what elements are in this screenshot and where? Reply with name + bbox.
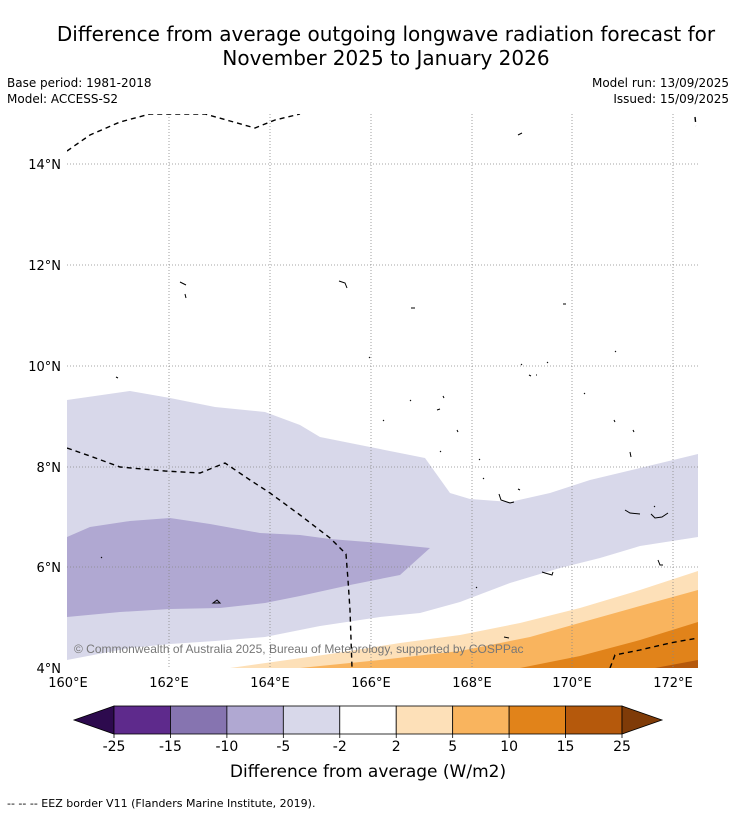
- colorbar-segment: [170, 705, 228, 735]
- islands: [100, 132, 669, 639]
- colorbar: -25 -15 -10 -5 -2 2 5 10 15 25: [72, 705, 664, 755]
- colorbar-tick-label: -2: [333, 739, 347, 755]
- model-text: Model: ACCESS-S2: [7, 92, 119, 106]
- lon-label: 168°E: [452, 676, 492, 691]
- island-atoll: [614, 350, 617, 353]
- island-atoll: [179, 281, 187, 299]
- island-atoll: [583, 392, 635, 458]
- contour-band-5-10: [300, 590, 698, 668]
- lon-label: 172°E: [653, 676, 693, 691]
- eez-border-east-tick: [694, 116, 697, 127]
- island-atoll: [653, 505, 656, 508]
- island-atoll: [478, 458, 485, 480]
- colorbar-extend-low: [72, 705, 115, 735]
- meta-left: Base period: 1981-2018 Model: ACCESS-S2: [7, 75, 152, 107]
- eez-border-west: [67, 447, 353, 668]
- island-atoll: [409, 395, 445, 411]
- island-atoll: [520, 361, 549, 377]
- map-title: Difference from average outgoing longwav…: [0, 22, 736, 70]
- island-atoll: [541, 571, 554, 576]
- contour-band-minus10-minus5: [67, 518, 430, 617]
- colorbar-segment: [282, 705, 341, 735]
- title-line-1: Difference from average outgoing longwav…: [56, 22, 716, 46]
- island-atoll: [368, 356, 371, 359]
- island-atoll: [503, 636, 510, 639]
- eez-borders: [67, 114, 698, 668]
- eez-border-north: [67, 114, 301, 152]
- lat-label: 12°N: [28, 259, 61, 274]
- contour-band-10-15: [520, 622, 698, 668]
- colorbar-extend-high: [621, 705, 664, 735]
- island-atoll: [115, 376, 119, 379]
- lon-label: 170°E: [552, 676, 592, 691]
- island-atoll: [517, 132, 523, 136]
- colorbar-segment: [508, 705, 566, 735]
- model-run-text: Model run: 13/09/2025: [591, 76, 729, 90]
- lat-label: 10°N: [28, 360, 61, 375]
- map-plot-area: © Commonwealth of Australia 2025, Bureau…: [67, 114, 698, 668]
- longitude-labels: 160°E 162°E 164°E 166°E 168°E 170°E 172°…: [48, 676, 693, 691]
- meta-right: Model run: 13/09/2025 Issued: 15/09/2025: [592, 75, 729, 107]
- contour-band-15-25: [655, 660, 698, 668]
- eez-border-southeast: [609, 637, 698, 668]
- colorbar-tick-label: 15: [557, 739, 575, 755]
- colorbar-tick-label: 5: [448, 739, 457, 755]
- colorbar-tick-label: -25: [103, 739, 126, 755]
- lon-label: 164°E: [250, 676, 290, 691]
- lat-label: 8°N: [37, 461, 62, 476]
- gridlines: [67, 114, 698, 668]
- lon-label: 162°E: [149, 676, 189, 691]
- island-atoll: [657, 559, 663, 566]
- island-atoll: [498, 488, 521, 504]
- colorbar-tick-label: -10: [215, 739, 238, 755]
- colorbar-tick-label: 10: [500, 739, 518, 755]
- island-atoll: [338, 280, 348, 289]
- lat-label: 4°N: [37, 662, 62, 677]
- lon-label: 160°E: [48, 676, 88, 691]
- colorbar-tick-label: -15: [159, 739, 182, 755]
- colorbar-segment: [226, 705, 284, 735]
- lon-label: 166°E: [351, 676, 391, 691]
- colorbar-segment: [395, 705, 454, 735]
- base-period-text: Base period: 1981-2018: [7, 76, 152, 90]
- island-atoll: [382, 419, 459, 453]
- title-line-2: November 2025 to January 2026: [222, 46, 550, 70]
- eez-legend-footnote: -- -- -- EEZ border V11 (Flanders Marine…: [7, 797, 316, 810]
- island-atoll: [475, 586, 478, 589]
- island-atoll: [624, 509, 669, 519]
- island-atoll: [100, 556, 103, 559]
- island-atoll: [211, 599, 222, 604]
- lat-label: 6°N: [37, 561, 62, 576]
- latitude-labels: 14°N 12°N 10°N 8°N 6°N 4°N: [28, 158, 61, 677]
- lat-label: 14°N: [28, 158, 61, 173]
- colorbar-segment: [452, 705, 510, 735]
- colorbar-tick-label: 2: [392, 739, 401, 755]
- colorbar-tick-label: 25: [613, 739, 631, 755]
- copyright-watermark: © Commonwealth of Australia 2025, Bureau…: [74, 642, 524, 656]
- colorbar-label: Difference from average (W/m2): [229, 762, 507, 782]
- issued-text: Issued: 15/09/2025: [613, 92, 729, 106]
- colorbar-segment: [339, 705, 397, 735]
- colorbar-segment: [113, 705, 171, 735]
- colorbar-tick-label: -5: [276, 739, 290, 755]
- colorbar-segment: [565, 705, 623, 735]
